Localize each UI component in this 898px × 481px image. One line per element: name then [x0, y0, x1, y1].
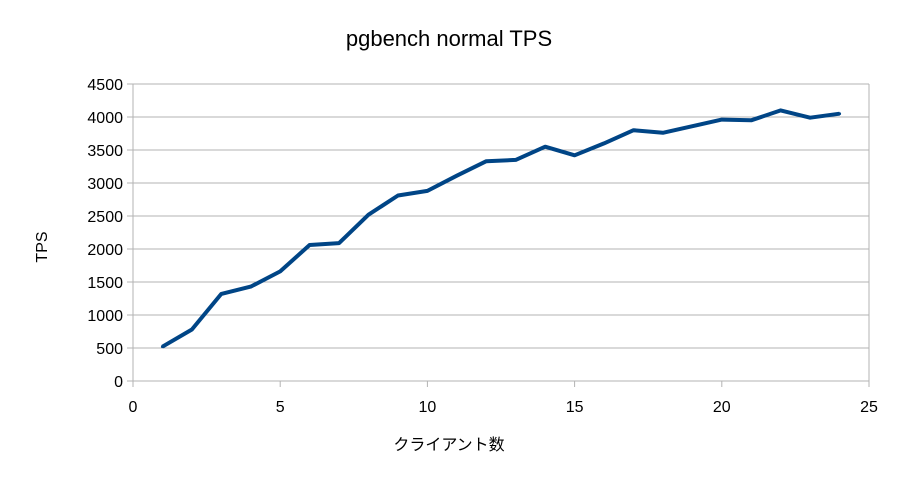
- y-tick-label: 500: [96, 341, 123, 358]
- series-line: [161, 108, 840, 349]
- data-point: [690, 124, 694, 128]
- data-point: [514, 158, 518, 162]
- data-point: [838, 112, 842, 116]
- x-axis-title: クライアント数: [393, 435, 505, 454]
- y-tick-label: 2000: [87, 242, 123, 259]
- data-point: [190, 328, 194, 332]
- data-point: [396, 194, 400, 198]
- x-tick-label: 20: [713, 399, 731, 416]
- data-point: [425, 189, 429, 193]
- data-point: [249, 285, 253, 289]
- data-point: [631, 128, 635, 132]
- x-tick-label: 15: [566, 399, 584, 416]
- data-point: [160, 345, 164, 349]
- data-point: [602, 141, 606, 145]
- x-tick-label: 10: [419, 399, 437, 416]
- data-point: [661, 131, 665, 135]
- chart-title: pgbench normal TPS: [345, 26, 553, 51]
- y-tick-label: 2500: [87, 209, 123, 226]
- data-point: [484, 159, 488, 163]
- data-point: [720, 118, 724, 122]
- data-point: [367, 213, 371, 217]
- y-tick-label: 3000: [87, 176, 123, 193]
- data-point: [543, 145, 547, 149]
- data-point: [573, 153, 577, 157]
- data-point: [219, 292, 223, 296]
- y-tick-label: 4000: [87, 110, 123, 127]
- y-tick-label: 1000: [87, 308, 123, 325]
- y-tick-label: 3500: [87, 143, 123, 160]
- data-point: [749, 118, 753, 122]
- y-tick-label: 1500: [87, 275, 123, 292]
- y-tick-label: 4500: [87, 77, 123, 94]
- x-tick-label: 5: [276, 399, 285, 416]
- y-tick-label: 0: [114, 374, 123, 391]
- data-point: [455, 174, 459, 178]
- data-point: [308, 243, 312, 247]
- x-tick-label: 25: [860, 399, 878, 416]
- data-point: [278, 269, 282, 273]
- data-point: [808, 116, 812, 120]
- x-tick-label: 0: [129, 399, 138, 416]
- data-point: [337, 241, 341, 245]
- data-point: [779, 108, 783, 112]
